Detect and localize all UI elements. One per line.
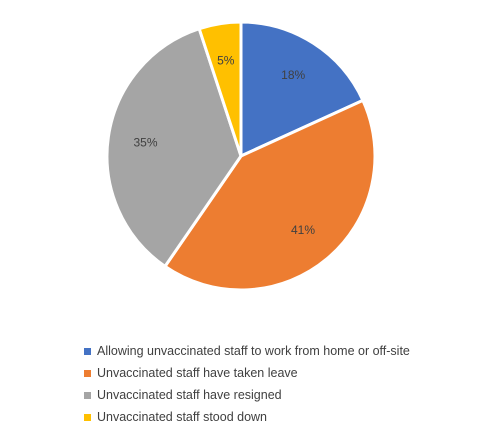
legend-label-3: Unvaccinated staff have resigned xyxy=(97,388,282,402)
pie-slices xyxy=(105,20,377,292)
pie-slice-1 xyxy=(239,20,365,158)
legend-item-1: Allowing unvaccinated staff to work from… xyxy=(84,340,410,362)
data-label-2: 41% xyxy=(291,223,315,237)
legend-label-1: Allowing unvaccinated staff to work from… xyxy=(97,344,410,358)
legend-swatch-3 xyxy=(84,391,91,399)
pie-slice-3 xyxy=(105,27,243,268)
legend-item-2: Unvaccinated staff have taken leave xyxy=(84,362,410,384)
legend-swatch-4 xyxy=(84,413,91,421)
data-label-3: 35% xyxy=(133,135,157,149)
pie-slice-4 xyxy=(197,20,243,158)
legend-swatch-1 xyxy=(84,347,91,355)
data-label-4: 5% xyxy=(217,54,235,68)
legend-item-3: Unvaccinated staff have resigned xyxy=(84,384,410,406)
pie-data-labels: 18% 41% 35% 5% xyxy=(133,54,315,237)
legend-label-4: Unvaccinated staff stood down xyxy=(97,410,268,424)
legend-item-4: Unvaccinated staff stood down xyxy=(84,406,410,428)
pie-slice-2 xyxy=(163,98,377,292)
legend-label-2: Unvaccinated staff have taken leave xyxy=(97,366,298,380)
legend-swatch-2 xyxy=(84,369,91,377)
chart-legend: Allowing unvaccinated staff to work from… xyxy=(84,340,410,428)
data-label-1: 18% xyxy=(281,68,305,82)
